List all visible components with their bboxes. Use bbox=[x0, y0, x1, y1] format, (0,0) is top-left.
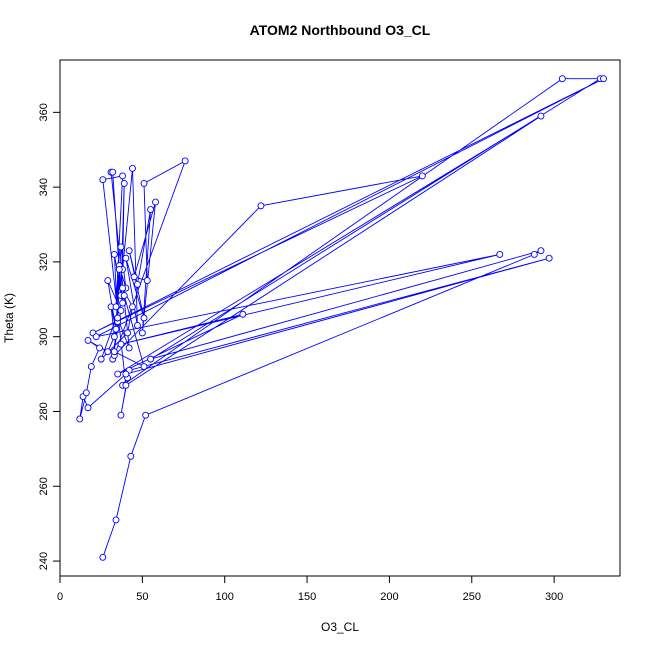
data-point bbox=[119, 172, 127, 180]
data-point bbox=[181, 157, 189, 165]
data-point bbox=[140, 314, 148, 322]
data-point bbox=[122, 254, 130, 262]
y-tick-label: 340 bbox=[38, 178, 50, 196]
x-tick-label: 0 bbox=[57, 591, 63, 603]
data-point bbox=[545, 254, 553, 262]
data-point bbox=[84, 336, 92, 344]
data-point bbox=[152, 198, 159, 206]
data-point bbox=[257, 202, 265, 210]
x-tick-label: 300 bbox=[545, 591, 563, 603]
data-point bbox=[120, 179, 128, 187]
data-point bbox=[115, 265, 123, 273]
y-tick-label: 280 bbox=[38, 402, 50, 420]
data-point bbox=[112, 325, 120, 333]
data-point bbox=[104, 348, 112, 356]
data-point bbox=[558, 75, 566, 83]
data-point bbox=[96, 344, 103, 352]
data-point bbox=[124, 329, 131, 337]
data-point bbox=[99, 553, 107, 561]
y-axis-label: Theta (K) bbox=[2, 293, 16, 343]
data-point bbox=[537, 112, 545, 120]
data-point bbox=[129, 164, 136, 172]
y-tick-label: 320 bbox=[38, 253, 50, 271]
data-point bbox=[87, 363, 95, 371]
data-point bbox=[140, 363, 148, 371]
data-point bbox=[122, 381, 130, 389]
data-point bbox=[82, 389, 90, 397]
data-point bbox=[117, 243, 125, 251]
x-tick-label: 250 bbox=[463, 591, 481, 603]
data-point bbox=[92, 333, 100, 341]
data-point bbox=[119, 284, 127, 292]
x-tick-label: 200 bbox=[380, 591, 398, 603]
data-point bbox=[114, 370, 122, 378]
data-point bbox=[117, 307, 125, 314]
data-point bbox=[76, 415, 84, 423]
data-point bbox=[147, 355, 155, 363]
data-point bbox=[142, 411, 150, 419]
data-point bbox=[125, 247, 133, 255]
data-point bbox=[84, 404, 92, 412]
data-point bbox=[110, 348, 118, 356]
chart-title: ATOM2 Northbound O3_CL bbox=[250, 22, 431, 38]
data-point bbox=[133, 322, 141, 329]
data-point bbox=[110, 333, 118, 341]
y-tick-label: 300 bbox=[38, 328, 50, 346]
x-tick-label: 100 bbox=[216, 591, 234, 603]
data-point bbox=[112, 516, 120, 524]
data-point bbox=[130, 273, 138, 281]
data-point bbox=[127, 452, 135, 460]
data-point bbox=[122, 370, 130, 378]
data-point bbox=[239, 310, 247, 318]
data-point bbox=[120, 292, 128, 300]
data-point bbox=[129, 303, 136, 311]
data-point bbox=[109, 168, 117, 176]
data-point bbox=[530, 250, 538, 258]
data-point bbox=[117, 411, 125, 419]
x-axis: 0 50 100 150 200 250 300 bbox=[57, 575, 563, 603]
data-point bbox=[600, 75, 607, 83]
data-point bbox=[125, 344, 133, 352]
data-point bbox=[117, 340, 125, 348]
x-tick-label: 50 bbox=[136, 591, 148, 603]
data-point bbox=[147, 206, 155, 214]
data-point bbox=[496, 250, 504, 258]
data-point bbox=[112, 303, 120, 311]
data-point bbox=[110, 250, 118, 258]
data-point bbox=[143, 277, 151, 285]
data-point bbox=[140, 179, 148, 187]
series-line bbox=[79, 78, 604, 558]
data-point bbox=[119, 299, 127, 307]
data-point bbox=[97, 355, 105, 363]
y-tick-label: 240 bbox=[38, 552, 50, 570]
y-tick-label: 260 bbox=[38, 477, 50, 495]
data-point bbox=[418, 172, 426, 180]
x-tick-label: 150 bbox=[298, 591, 316, 603]
data-point bbox=[537, 247, 545, 255]
data-point bbox=[104, 277, 112, 285]
data-point bbox=[114, 314, 122, 322]
data-point bbox=[99, 176, 107, 184]
x-axis-label: O3_CL bbox=[321, 620, 359, 634]
series-layer bbox=[76, 75, 607, 561]
data-point bbox=[133, 280, 141, 288]
y-axis: 240 260 280 300 320 340 360 bbox=[38, 103, 61, 570]
data-point bbox=[138, 329, 146, 337]
y-tick-label: 360 bbox=[38, 103, 50, 121]
